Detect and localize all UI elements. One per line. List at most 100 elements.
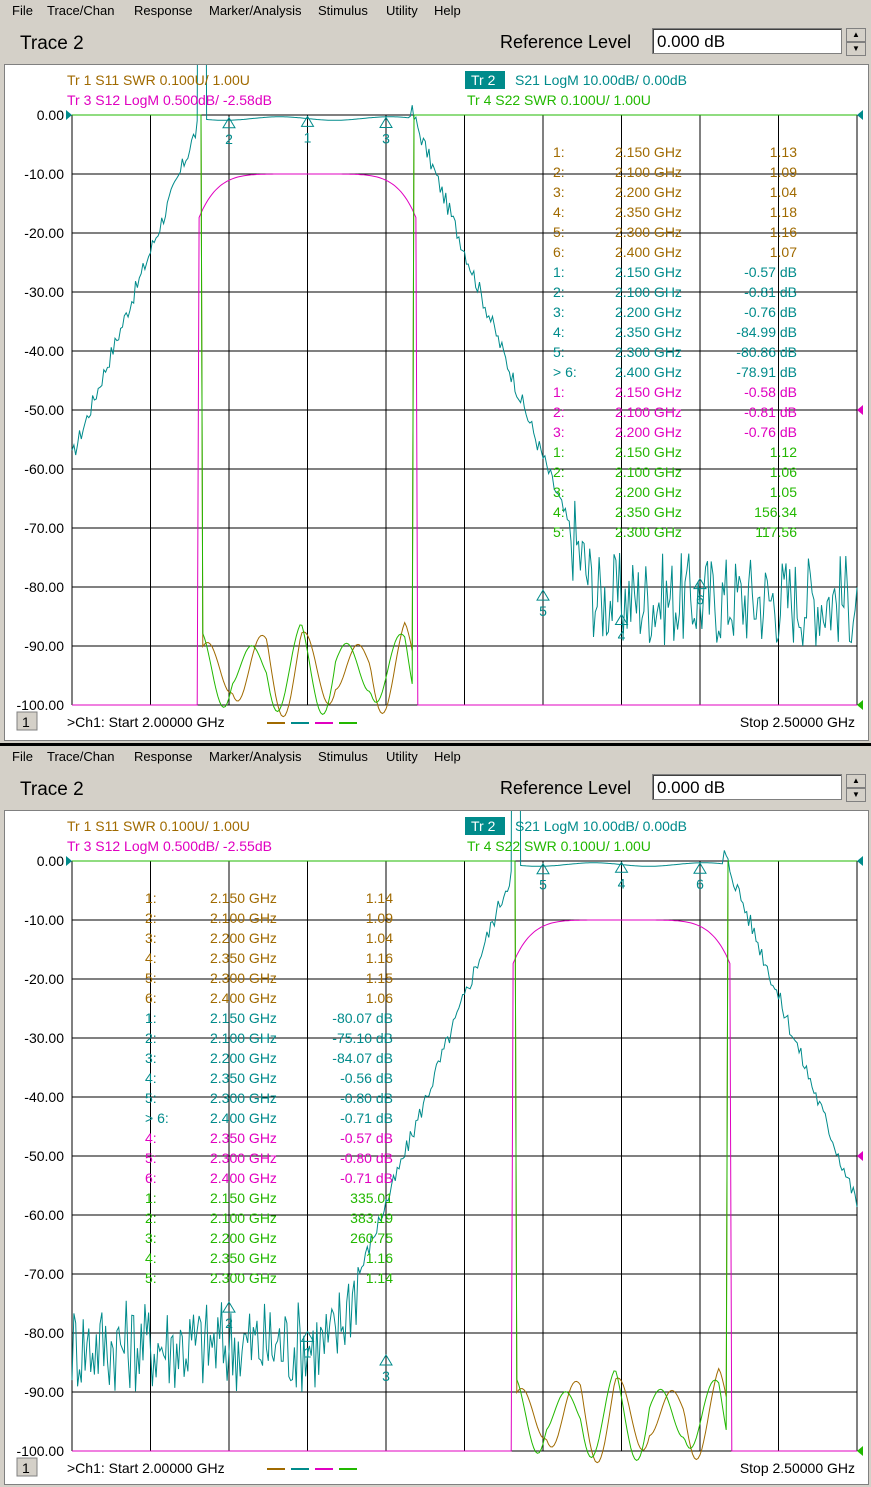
menu-trace-chan[interactable]: Trace/Chan [47,749,115,764]
y-tick-label: -60.00 [24,461,64,477]
marker-frequency: 2.300 GHz [615,224,682,240]
y-tick-label: -100.00 [17,1443,65,1459]
marker-frequency: 2.350 GHz [615,204,682,220]
trace-header-4: Tr 3 S12 LogM 0.500dB/ -2.55dB [67,838,272,854]
trace-header-1: Tr 1 S11 SWR 0.100U/ 1.00U [67,72,250,88]
marker-index: 4: [553,204,565,220]
trace-header-3: S21 LogM 10.00dB/ 0.00dB [515,818,687,834]
marker-index: 3: [553,184,565,200]
marker-label: 6 [696,876,704,892]
reference-arrow-icon [857,405,863,415]
marker-value: -0.71 dB [340,1170,393,1186]
menu-help[interactable]: Help [434,3,461,18]
marker-frequency: 2.300 GHz [210,970,277,986]
menu-utility[interactable]: Utility [386,3,418,18]
spin-up-icon[interactable]: ▲ [846,774,866,788]
marker-value: -0.58 dB [744,384,797,400]
reference-level-input[interactable]: 0.000 dB [652,28,842,54]
reference-arrow-icon [857,1151,863,1161]
reference-level-spinner[interactable]: ▲ ▼ [846,774,866,802]
analyzer-window-bottom: File Trace/Chan Response Marker/Analysis… [0,746,871,1487]
reference-level-input[interactable]: 0.000 dB [652,774,842,800]
marker-label: 3 [382,130,390,146]
marker-index: 3: [553,424,565,440]
start-frequency: >Ch1: Start 2.00000 GHz [67,1460,225,1476]
start-frequency: >Ch1: Start 2.00000 GHz [67,714,225,730]
marker-label: 6 [696,592,704,608]
menu-marker-analysis[interactable]: Marker/Analysis [209,749,302,764]
menu-response[interactable]: Response [134,3,193,18]
marker-index: 2: [553,284,565,300]
marker-index: 1: [553,264,565,280]
marker-frequency: 2.200 GHz [210,1230,277,1246]
marker-index: 5: [145,1150,157,1166]
marker-value: -75.10 dB [332,1030,393,1046]
marker-label: 3 [382,1368,390,1384]
marker-frequency: 2.200 GHz [210,1050,277,1066]
trace-s21-line [71,65,858,646]
marker-value: -84.99 dB [736,324,797,340]
marker-frequency: 2.350 GHz [210,1130,277,1146]
reference-arrow-icon [857,856,863,866]
channel-number: 1 [22,714,30,730]
spin-up-icon[interactable]: ▲ [846,28,866,42]
marker-label: 1 [304,1344,312,1360]
trace-header-3: S21 LogM 10.00dB/ 0.00dB [515,72,687,88]
menu-utility[interactable]: Utility [386,749,418,764]
marker-frequency: 2.150 GHz [210,890,277,906]
y-tick-label: -70.00 [24,520,64,536]
menu-trace-chan[interactable]: Trace/Chan [47,3,115,18]
marker-index: 3: [553,304,565,320]
reference-level-spinner[interactable]: ▲ ▼ [846,28,866,56]
spin-down-icon[interactable]: ▼ [846,42,866,56]
marker-value: -84.07 dB [332,1050,393,1066]
menu-file[interactable]: File [12,749,33,764]
stop-frequency: Stop 2.50000 GHz [740,1460,855,1476]
marker-value: 1.14 [366,890,393,906]
marker-index: > 6: [145,1110,169,1126]
marker-index: 1: [145,1190,157,1206]
y-tick-label: -60.00 [24,1207,64,1223]
channel-box [16,711,38,731]
spin-down-icon[interactable]: ▼ [846,788,866,802]
marker-frequency: 2.100 GHz [210,1030,277,1046]
chart-panel: 0.00 -10.00 -20.00 -30.00 -40.00 -50.00 -60.00… [4,810,869,1485]
marker-value: 1.09 [770,164,797,180]
marker-frequency: 2.400 GHz [210,1110,277,1126]
marker-index: 4: [145,1130,157,1146]
marker-value: 156.34 [754,504,797,520]
menu-response[interactable]: Response [134,749,193,764]
marker-index: 6: [145,1170,157,1186]
marker-triangle-icon [536,862,550,875]
y-tick-label: -100.00 [17,697,65,713]
marker-value: -0.81 dB [744,404,797,420]
menu-stimulus[interactable]: Stimulus [318,3,368,18]
menu-bar: File Trace/Chan Response Marker/Analysis… [0,0,871,22]
marker-frequency: 2.400 GHz [615,364,682,380]
menu-help[interactable]: Help [434,749,461,764]
marker-value: 1.04 [366,930,393,946]
marker-triangle-icon [379,1354,393,1366]
y-tick-label: -20.00 [24,971,64,987]
marker-index: 5: [145,1090,157,1106]
menu-marker-analysis[interactable]: Marker/Analysis [209,3,302,18]
marker-index: 2: [145,1030,157,1046]
marker-index: 2: [553,464,565,480]
marker-frequency: 2.200 GHz [615,424,682,440]
marker-frequency: 2.350 GHz [210,1070,277,1086]
marker-value: 1.09 [366,910,393,926]
marker-value: -80.07 dB [332,1010,393,1026]
marker-value: -78.91 dB [736,364,797,380]
marker-value: 1.07 [770,244,797,260]
trace-s22-line [72,114,857,715]
marker-value: -0.76 dB [744,304,797,320]
marker-triangle-icon [614,861,629,873]
menu-stimulus[interactable]: Stimulus [318,749,368,764]
marker-frequency: 2.150 GHz [210,1190,277,1206]
marker-label: 2 [225,1315,233,1331]
menu-file[interactable]: File [12,3,33,18]
marker-label: 2 [225,131,233,147]
reference-arrow-icon [857,1446,863,1456]
trace-s21-line [71,811,858,1392]
marker-frequency: 2.350 GHz [615,324,682,340]
